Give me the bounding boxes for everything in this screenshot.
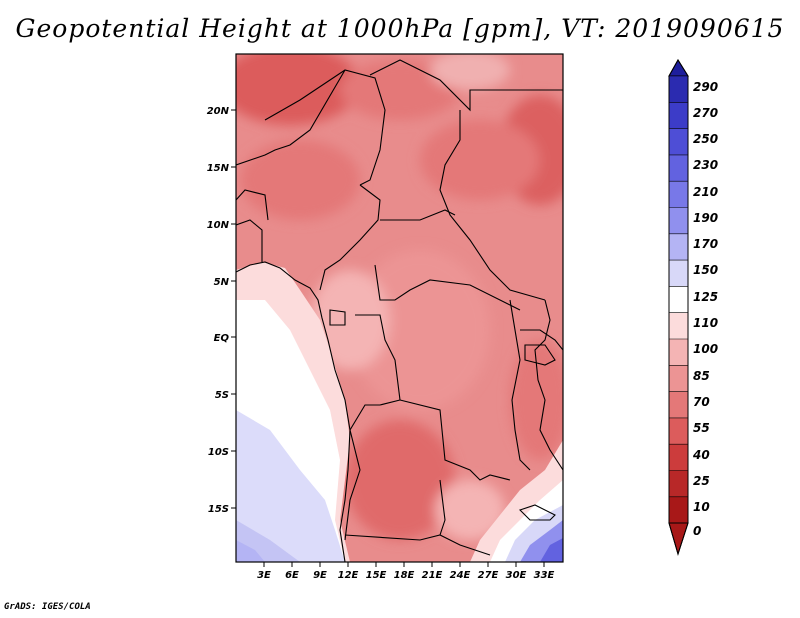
colorbar: 290 270 250 230 210 190 170 150 125 110 … [668,59,718,556]
colorbar-segment [669,154,688,182]
colorbar-segment [669,286,688,313]
lat-label: 5S [215,390,229,401]
lon-label: 12E [338,570,359,581]
lat-label: EQ [214,333,230,344]
footer-credit: GrADS: IGES/COLA [4,602,91,612]
colorbar-label: 55 [693,421,710,435]
map-shaded-field [236,54,563,562]
lon-label: 9E [313,570,327,581]
colorbar-label: 85 [693,369,710,383]
lon-label: 24E [450,570,471,581]
colorbar-segment [669,365,688,392]
lon-label: 18E [394,570,415,581]
colorbar-label: 150 [693,263,718,277]
colorbar-segment [669,391,688,418]
latitude-axis: 20N 15N 10N 5N EQ 5S 10S 15S [207,106,236,515]
colorbar-segment [669,260,688,287]
colorbar-segment [669,444,688,471]
colorbar-segment [669,312,688,339]
colorbar-segment [669,339,688,366]
lon-label: 15E [366,570,387,581]
colorbar-label: 125 [693,290,718,304]
colorbar-segment [669,417,688,445]
colorbar-label: 170 [693,237,718,251]
lat-label: 10N [207,220,230,231]
map-borders [236,59,563,562]
colorbar-segment [669,128,688,155]
lat-label: 15S [208,504,229,515]
colorbar-label: 290 [693,80,718,94]
colorbar-top-arrow [668,59,689,77]
colorbar-label: 270 [693,106,718,120]
map-frame [235,53,564,563]
colorbar-label: 100 [693,342,718,356]
lon-label: 6E [285,570,299,581]
colorbar-segment [669,470,688,497]
colorbar-label: 230 [693,158,718,172]
colorbar-label: 190 [693,211,718,225]
lon-label: 30E [506,570,527,581]
colorbar-label: 210 [693,185,718,199]
lat-label: 10S [208,447,229,458]
colorbar-label: 70 [693,395,710,409]
colorbar-bottom-arrow [668,522,689,556]
colorbar-label: 250 [693,132,718,146]
lat-label: 5N [214,277,230,288]
colorbar-segment [669,233,688,261]
colorbar-segment [669,76,688,103]
colorbar-label: 0 [693,524,701,538]
lon-label: 33E [534,570,555,581]
colorbar-label: 25 [693,474,710,488]
colorbar-segment [669,207,688,234]
lon-label: 21E [422,570,443,581]
lat-label: 20N [207,106,230,117]
map-title: Geopotential Height at 1000hPa [gpm], VT… [15,14,785,43]
lon-label: 27E [478,570,499,581]
colorbar-label: 40 [692,448,710,462]
longitude-axis: 3E 6E 9E 12E 15E 18E 21E 24E 27E 30E 33E [257,562,555,581]
lon-label: 3E [257,570,271,581]
colorbar-segment [669,181,688,208]
lat-label: 15N [207,163,230,174]
colorbar-segment [669,496,688,524]
colorbar-label: 10 [693,500,710,514]
colorbar-label: 110 [693,316,718,330]
colorbar-segment [669,102,688,129]
